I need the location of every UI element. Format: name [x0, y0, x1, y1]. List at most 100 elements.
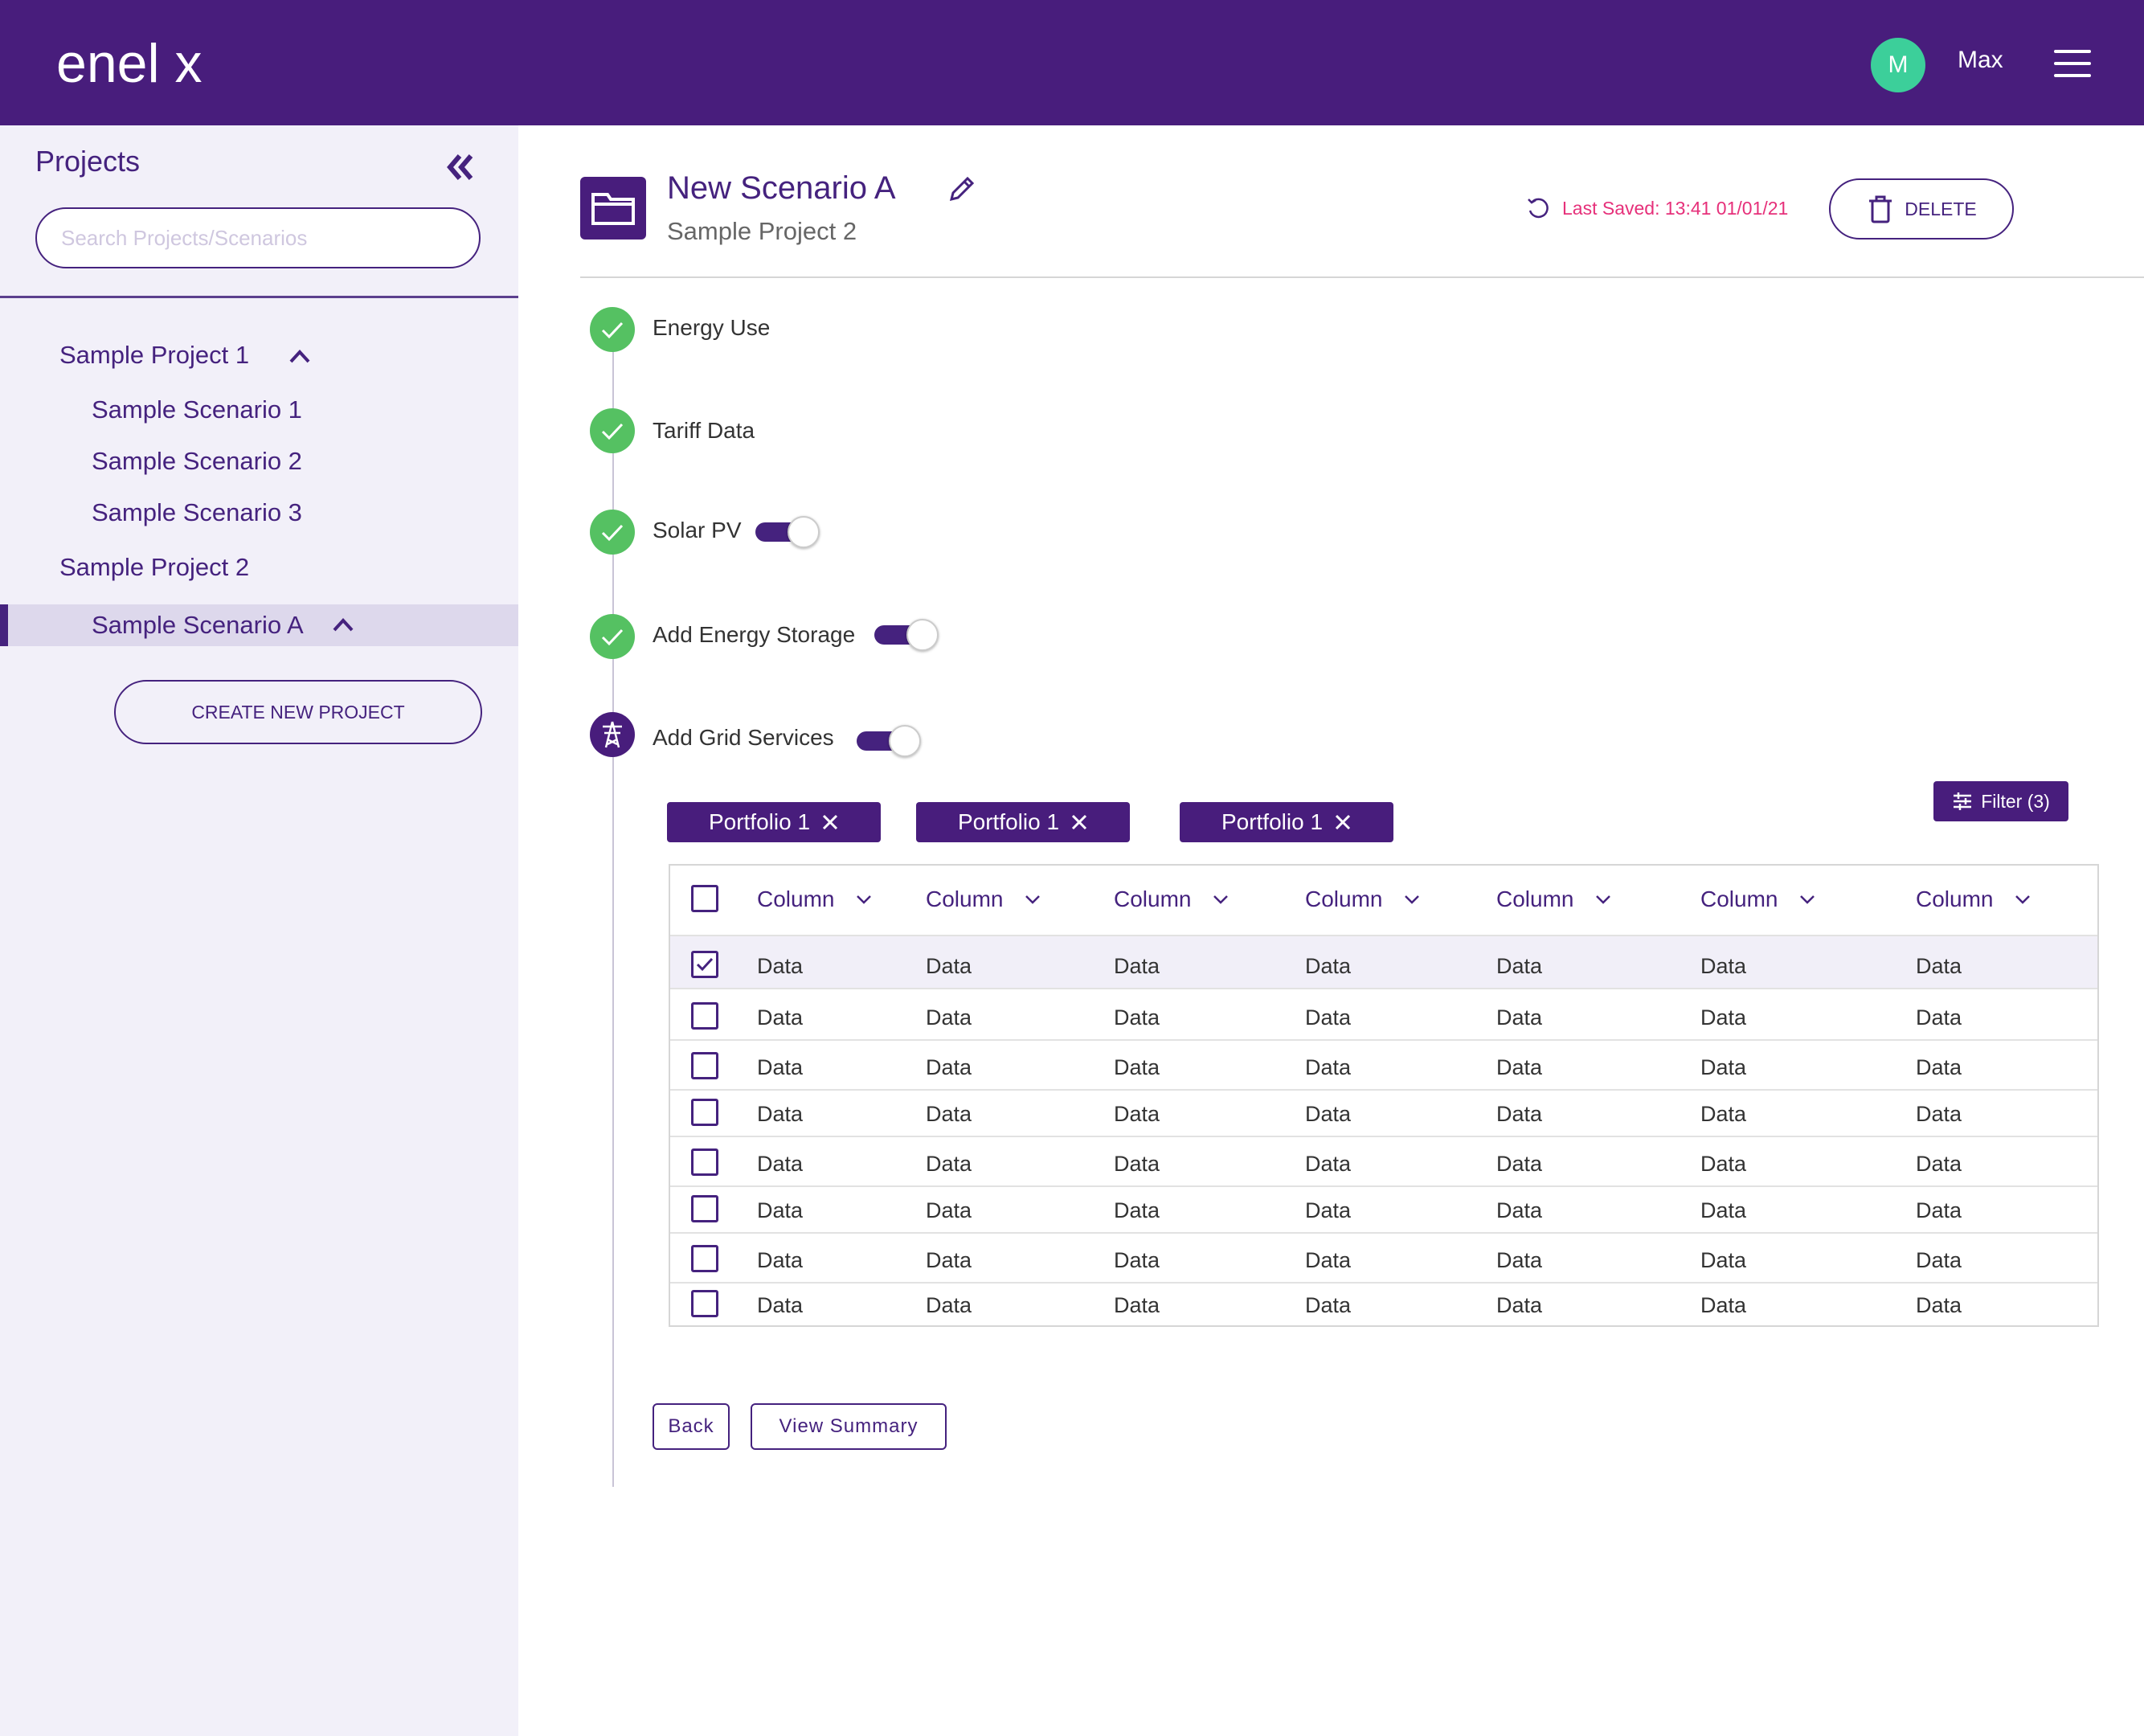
table-cell: Data: [1916, 1293, 1962, 1317]
table-cell: Data: [1114, 1248, 1160, 1272]
step-add-grid-services[interactable]: Add Grid Services: [653, 725, 834, 750]
checkmark-icon: [696, 957, 714, 972]
row-checkbox[interactable]: [691, 1148, 718, 1176]
column-header-label: Column: [1916, 886, 1994, 911]
sidebar: [0, 125, 518, 1736]
delete-label: DELETE: [1905, 198, 1977, 219]
table-cell: Data: [1305, 1055, 1352, 1079]
chip-label: Portfolio 1: [708, 809, 811, 834]
table-cell: Data: [757, 1055, 804, 1079]
table-cell: Data: [757, 1152, 804, 1176]
table-cell: Data: [757, 1005, 804, 1030]
column-header[interactable]: Column: [1114, 886, 1230, 912]
scenario-title: New Scenario A: [667, 170, 896, 206]
close-icon[interactable]: [1334, 813, 1352, 831]
tree-item-sample-scenario-3[interactable]: Sample Scenario 3: [92, 498, 302, 526]
table-cell: Data: [1496, 1152, 1543, 1176]
filter-chip[interactable]: Portfolio 1: [916, 802, 1130, 842]
chip-label: Portfolio 1: [1221, 809, 1324, 834]
table-cell: Data: [1916, 1198, 1962, 1222]
hamburger-menu-icon[interactable]: [2054, 48, 2091, 79]
filter-button[interactable]: Filter (3): [1933, 781, 2068, 821]
select-all-checkbox[interactable]: [691, 885, 718, 912]
sliders-icon: [1954, 792, 1972, 810]
column-header[interactable]: Column: [926, 886, 1041, 912]
tree-item-sample-project-1[interactable]: Sample Project 1: [59, 341, 250, 369]
table-cell: Data: [1496, 1102, 1543, 1126]
table-cell: Data: [1700, 954, 1747, 978]
refresh-icon: [1528, 198, 1549, 219]
row-divider: [670, 988, 2097, 989]
grid-tower-icon: [590, 712, 635, 757]
table-cell: Data: [1496, 954, 1543, 978]
row-checkbox[interactable]: [691, 1099, 718, 1126]
table-cell: Data: [1305, 1102, 1352, 1126]
step-energy-use[interactable]: Energy Use: [653, 315, 771, 340]
filter-chip[interactable]: Portfolio 1: [1180, 802, 1393, 842]
user-avatar[interactable]: M: [1871, 38, 1925, 92]
table-cell: Data: [926, 1055, 972, 1079]
close-icon[interactable]: [821, 813, 839, 831]
pencil-edit-icon[interactable]: [945, 172, 979, 206]
enel-x-logo[interactable]: enel x: [56, 32, 249, 96]
column-header[interactable]: Column: [1916, 886, 2031, 912]
table-cell: Data: [757, 1102, 804, 1126]
step-solar-pv[interactable]: Solar PV: [653, 518, 742, 542]
row-checkbox[interactable]: [691, 1290, 718, 1317]
filter-chip[interactable]: Portfolio 1: [667, 802, 881, 842]
chevron-up-icon[interactable]: [288, 347, 312, 365]
grid-services-toggle[interactable]: [857, 725, 923, 757]
table-cell: Data: [1114, 1005, 1160, 1030]
column-header[interactable]: Column: [1700, 886, 1816, 912]
tree-item-sample-project-2[interactable]: Sample Project 2: [59, 553, 250, 581]
table-cell: Data: [926, 1198, 972, 1222]
create-new-project-button[interactable]: CREATE NEW PROJECT: [114, 680, 482, 744]
tree-item-sample-scenario-1[interactable]: Sample Scenario 1: [92, 395, 302, 424]
chevron-up-icon[interactable]: [331, 616, 355, 633]
step-complete-check-icon: [590, 510, 635, 555]
column-header[interactable]: Column: [1496, 886, 1612, 912]
row-checkbox[interactable]: [691, 1052, 718, 1079]
row-divider: [670, 1136, 2097, 1137]
step-add-energy-storage[interactable]: Add Energy Storage: [653, 622, 856, 647]
table-cell: Data: [1496, 1005, 1543, 1030]
solar-pv-toggle[interactable]: [755, 516, 821, 548]
close-icon[interactable]: [1070, 813, 1088, 831]
tree-item-sample-scenario-a[interactable]: Sample Scenario A: [92, 611, 304, 639]
row-divider: [670, 1089, 2097, 1091]
user-name[interactable]: Max: [1958, 47, 2003, 73]
table-cell: Data: [1700, 1102, 1747, 1126]
table-cell: Data: [1700, 1248, 1747, 1272]
delete-button[interactable]: DELETE: [1829, 178, 2014, 240]
chevron-down-icon: [857, 895, 872, 904]
table-cell: Data: [1305, 954, 1352, 978]
energy-storage-toggle[interactable]: [874, 619, 940, 651]
column-header[interactable]: Column: [757, 886, 873, 912]
trash-icon: [1869, 195, 1892, 223]
selected-row-highlight: [670, 936, 2097, 988]
table-cell: Data: [926, 1152, 972, 1176]
row-checkbox[interactable]: [691, 951, 718, 978]
search-input[interactable]: [35, 207, 481, 268]
step-complete-check-icon: [590, 614, 635, 659]
chevron-down-icon: [1800, 895, 1815, 904]
step-complete-check-icon: [590, 307, 635, 352]
table-cell: Data: [1114, 1152, 1160, 1176]
row-checkbox[interactable]: [691, 1195, 718, 1222]
view-summary-button[interactable]: View Summary: [751, 1403, 947, 1450]
double-chevron-left-icon[interactable]: [444, 151, 476, 183]
row-checkbox[interactable]: [691, 1002, 718, 1030]
back-button[interactable]: Back: [653, 1403, 730, 1450]
chevron-down-icon: [2015, 895, 2031, 904]
table-cell: Data: [1305, 1248, 1352, 1272]
table-cell: Data: [926, 1102, 972, 1126]
table-cell: Data: [1496, 1055, 1543, 1079]
tree-item-sample-scenario-2[interactable]: Sample Scenario 2: [92, 447, 302, 475]
active-item-indicator: [0, 604, 8, 646]
row-checkbox[interactable]: [691, 1245, 718, 1272]
column-header[interactable]: Column: [1305, 886, 1421, 912]
table-cell: Data: [1700, 1055, 1747, 1079]
chevron-down-icon: [1025, 895, 1041, 904]
step-tariff-data[interactable]: Tariff Data: [653, 418, 755, 443]
table-cell: Data: [757, 1248, 804, 1272]
